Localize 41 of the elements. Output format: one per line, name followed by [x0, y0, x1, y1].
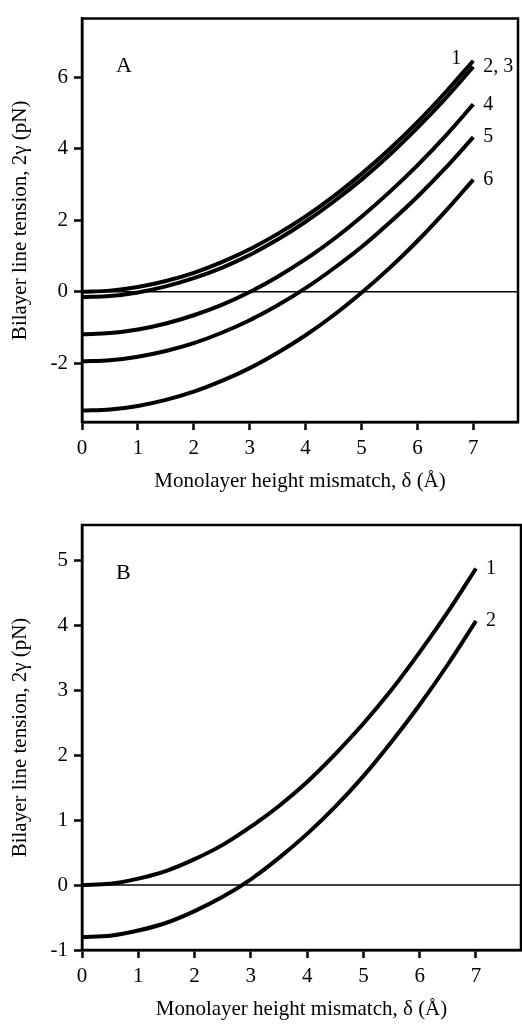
- y-tick-label: 2: [57, 206, 68, 231]
- series-label: 2, 3: [483, 54, 514, 77]
- x-tick-label: 0: [76, 963, 88, 988]
- x-tick-label: 3: [245, 963, 257, 988]
- y-axis-title: Bilayer line tension, 2γ (pN): [7, 617, 32, 858]
- y-tick-label: 4: [57, 612, 69, 637]
- y-tick-label: 6: [57, 64, 68, 89]
- x-tick-label: 1: [133, 963, 144, 988]
- x-tick-label: 0: [76, 435, 88, 460]
- x-tick-label: 7: [470, 963, 482, 988]
- y-tick-label: 0: [57, 278, 68, 303]
- y-tick-label: 5: [57, 547, 68, 572]
- series-label: 6: [483, 166, 494, 189]
- y-tick-label: 3: [57, 676, 68, 701]
- y-tick-label: 4: [57, 135, 69, 160]
- series-label: 2: [485, 608, 496, 631]
- x-tick-label: 5: [356, 435, 367, 460]
- x-axis-title: Monolayer height mismatch, δ (Å): [154, 467, 446, 492]
- x-tick-label: 3: [244, 435, 255, 460]
- x-tick-label: 7: [468, 435, 479, 460]
- x-tick-label: 4: [301, 963, 313, 988]
- x-tick-label: 2: [189, 963, 200, 988]
- x-tick-label: 5: [358, 963, 369, 988]
- series-label: 4: [483, 91, 494, 114]
- y-tick-label: 2: [57, 741, 68, 766]
- annotation: B: [116, 558, 131, 584]
- y-tick-label: -1: [50, 936, 68, 961]
- y-tick-label: 0: [57, 871, 68, 896]
- annotation: A: [116, 52, 132, 78]
- series-label: 1: [451, 45, 462, 68]
- x-tick-label: 1: [132, 435, 144, 460]
- x-tick-label: 4: [300, 435, 312, 460]
- x-tick-label: 6: [412, 435, 423, 460]
- x-tick-label: 2: [188, 435, 200, 460]
- y-tick-label: 1: [57, 806, 68, 831]
- x-tick-label: 6: [414, 963, 425, 988]
- y-axis-title: Bilayer line tension, 2γ (pN): [7, 100, 32, 341]
- y-tick-label: -2: [50, 349, 68, 374]
- series-label: 5: [483, 124, 494, 147]
- series-label: 1: [485, 555, 496, 578]
- x-axis-title: Monolayer height mismatch, δ (Å): [155, 995, 448, 1020]
